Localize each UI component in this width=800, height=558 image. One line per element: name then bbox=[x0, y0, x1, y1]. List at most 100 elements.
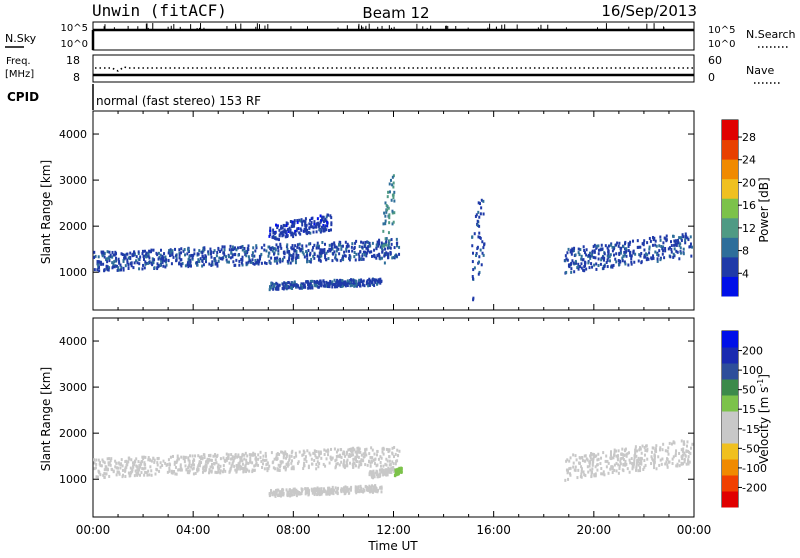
echo-cell bbox=[661, 457, 664, 461]
echo-cell bbox=[380, 241, 383, 245]
echo-cell bbox=[316, 244, 319, 248]
echo-cell bbox=[582, 245, 585, 249]
echo-cell bbox=[371, 281, 374, 285]
echo-cell bbox=[315, 225, 318, 229]
echo-cell bbox=[108, 259, 111, 263]
echo-cell bbox=[578, 253, 581, 257]
echo-cell bbox=[642, 467, 645, 471]
echo-cell bbox=[323, 284, 326, 288]
echo-cell bbox=[336, 492, 339, 496]
echo-cell bbox=[321, 216, 324, 220]
echo-cell bbox=[323, 248, 326, 252]
echo-cell bbox=[335, 249, 338, 253]
echo-cell bbox=[287, 261, 290, 265]
echo-cell bbox=[286, 285, 289, 289]
echo-cell bbox=[306, 260, 309, 264]
echo-cell bbox=[314, 490, 317, 494]
echo-cell bbox=[354, 485, 357, 489]
echo-cell bbox=[106, 265, 109, 269]
echo-cell bbox=[335, 490, 338, 494]
echo-cell bbox=[330, 447, 333, 451]
echo-cell bbox=[602, 266, 605, 270]
echo-cell bbox=[680, 439, 683, 443]
echo-cell bbox=[350, 454, 353, 458]
echo-cell bbox=[273, 259, 276, 263]
echo-cell bbox=[275, 488, 278, 492]
echo-cell bbox=[600, 472, 603, 476]
echo-cell bbox=[291, 281, 294, 285]
echo-cell bbox=[346, 245, 349, 249]
echo-cell bbox=[308, 282, 311, 286]
echo-cell bbox=[277, 493, 280, 497]
echo-cell bbox=[613, 451, 616, 455]
echo-cell bbox=[116, 264, 119, 268]
echo-cell bbox=[114, 465, 117, 469]
echo-cell bbox=[380, 490, 383, 494]
echo-cell bbox=[390, 470, 393, 474]
echo-cell bbox=[471, 235, 474, 239]
echo-cell bbox=[285, 245, 288, 249]
echo-cell bbox=[240, 466, 243, 470]
echo-cell bbox=[379, 279, 382, 283]
echo-cell bbox=[592, 457, 595, 461]
echo-cell bbox=[357, 465, 360, 469]
echo-cell bbox=[109, 253, 112, 257]
echo-cell bbox=[567, 477, 570, 481]
echo-cell bbox=[366, 463, 369, 467]
colorbar-block bbox=[722, 475, 738, 492]
echo-cell bbox=[273, 284, 276, 288]
colorbar-tick-label: 28 bbox=[742, 131, 756, 144]
echo-cell bbox=[332, 492, 335, 496]
velocity-label-close: ] bbox=[757, 374, 771, 379]
echo-cell bbox=[589, 456, 592, 460]
echo-cell bbox=[97, 470, 100, 474]
echo-cell bbox=[619, 250, 622, 254]
echo-cell bbox=[334, 459, 337, 463]
echo-cell bbox=[475, 213, 478, 217]
echo-cell bbox=[395, 241, 398, 245]
echo-cell bbox=[383, 261, 386, 265]
echo-cell bbox=[102, 460, 105, 464]
echo-cell bbox=[320, 229, 323, 233]
echo-cell bbox=[291, 449, 294, 453]
echo-cell bbox=[187, 257, 190, 261]
echo-cell bbox=[144, 470, 147, 474]
echo-cell bbox=[156, 253, 159, 257]
echo-cell bbox=[568, 263, 571, 267]
echo-cell bbox=[368, 459, 371, 463]
echo-cell bbox=[120, 458, 123, 462]
echo-cell bbox=[387, 448, 390, 452]
echo-cell bbox=[639, 245, 642, 249]
echo-cell bbox=[380, 256, 383, 260]
echo-cell bbox=[613, 463, 616, 467]
echo-cell bbox=[140, 460, 143, 464]
echo-cell bbox=[391, 466, 394, 470]
echo-cell bbox=[593, 474, 596, 478]
echo-cell bbox=[378, 472, 381, 476]
echo-cell bbox=[369, 485, 372, 489]
echo-cell bbox=[260, 261, 263, 265]
freq-panel: Freq. [MHz] 18 8 60 0 Nave bbox=[5, 54, 780, 84]
echo-cell bbox=[307, 283, 310, 287]
echo-cell bbox=[330, 243, 333, 247]
echo-cell bbox=[244, 253, 247, 257]
x-tick-label: 20:00 bbox=[577, 523, 612, 537]
echo-cell bbox=[267, 245, 270, 249]
echo-cell bbox=[252, 453, 255, 457]
echo-cell bbox=[333, 245, 336, 249]
echo-cell bbox=[211, 263, 214, 267]
echo-cell bbox=[196, 263, 199, 267]
echo-cell bbox=[96, 475, 99, 479]
echo-cell bbox=[628, 470, 631, 474]
x-tick-label: 00:00 bbox=[677, 523, 712, 537]
echo-cell bbox=[368, 279, 371, 283]
echo-cell bbox=[206, 461, 209, 465]
echo-cell bbox=[288, 281, 291, 285]
echo-cell bbox=[568, 459, 571, 463]
echo-cell bbox=[142, 467, 145, 471]
echo-cell bbox=[371, 282, 374, 286]
echo-cell bbox=[195, 261, 198, 265]
echo-cell bbox=[147, 458, 150, 462]
echo-cell bbox=[481, 251, 484, 255]
